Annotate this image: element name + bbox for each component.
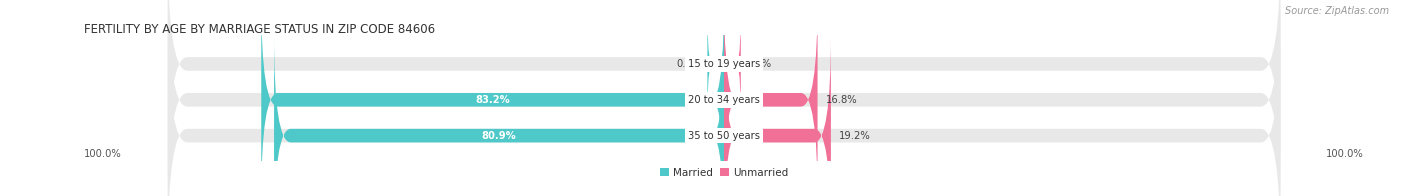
FancyBboxPatch shape [724, 0, 817, 196]
Legend: Married, Unmarried: Married, Unmarried [659, 168, 789, 178]
FancyBboxPatch shape [167, 17, 1281, 196]
FancyBboxPatch shape [724, 17, 741, 111]
Text: 15 to 19 years: 15 to 19 years [688, 59, 761, 69]
Text: Source: ZipAtlas.com: Source: ZipAtlas.com [1285, 6, 1389, 16]
FancyBboxPatch shape [274, 35, 724, 196]
Text: 100.0%: 100.0% [1326, 149, 1364, 159]
Text: 0.0%: 0.0% [747, 59, 772, 69]
Text: 19.2%: 19.2% [839, 131, 870, 141]
FancyBboxPatch shape [707, 17, 724, 111]
Text: 35 to 50 years: 35 to 50 years [688, 131, 761, 141]
FancyBboxPatch shape [167, 0, 1281, 196]
Text: FERTILITY BY AGE BY MARRIAGE STATUS IN ZIP CODE 84606: FERTILITY BY AGE BY MARRIAGE STATUS IN Z… [84, 23, 436, 36]
Text: 80.9%: 80.9% [482, 131, 516, 141]
FancyBboxPatch shape [262, 0, 724, 196]
Text: 100.0%: 100.0% [84, 149, 122, 159]
Text: 16.8%: 16.8% [825, 95, 858, 105]
Text: 0.0%: 0.0% [676, 59, 702, 69]
FancyBboxPatch shape [167, 0, 1281, 183]
Text: 83.2%: 83.2% [475, 95, 510, 105]
FancyBboxPatch shape [724, 35, 831, 196]
Text: 20 to 34 years: 20 to 34 years [688, 95, 761, 105]
